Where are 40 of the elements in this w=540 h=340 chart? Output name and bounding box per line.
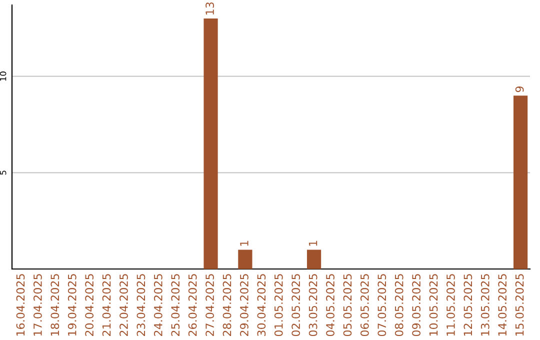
x-tick-label: 20.04.2025 (85, 274, 94, 336)
bar (513, 96, 528, 269)
x-tick-label: 30.04.2025 (257, 274, 266, 336)
x-tick-label: 12.05.2025 (464, 274, 472, 336)
x-tick-label: 22.04.2025 (120, 274, 128, 336)
x-tick-label: 03.05.2025 (308, 274, 318, 336)
x-tick-label: 14.05.2025 (498, 274, 507, 336)
x-tick-label: 15.05.2025 (515, 274, 524, 336)
x-tick-label: 25.04.2025 (171, 274, 180, 336)
data-label: 1 (308, 240, 318, 246)
x-tick-label: 07.05.2025 (378, 274, 386, 336)
bar (306, 250, 322, 269)
x-tick-label: 21.04.2025 (102, 274, 111, 336)
data-label: 9 (515, 86, 524, 92)
x-tick-label: 28.04.2025 (222, 274, 232, 336)
bar (238, 250, 252, 269)
x-tick-label: 04.05.2025 (326, 274, 334, 336)
x-tick-label: 10.05.2025 (429, 274, 438, 336)
x-tick-label: 01.05.2025 (274, 274, 283, 336)
bar (204, 18, 218, 269)
x-tick-label: 27.04.2025 (206, 274, 214, 336)
x-tick-label: 19.04.2025 (68, 274, 76, 336)
x-tick-label: 24.04.2025 (154, 274, 162, 336)
y-tick-label: 10 (0, 72, 6, 81)
x-tick-label: 11.05.2025 (446, 274, 455, 336)
x-tick-label: 26.04.2025 (188, 274, 197, 336)
x-tick-label: 13.05.2025 (480, 274, 490, 336)
x-tick-label: 23.04.2025 (136, 274, 146, 336)
x-tick-label: 09.05.2025 (412, 274, 421, 336)
data-label: 1 (240, 240, 248, 246)
x-tick-label: 29.04.2025 (240, 274, 248, 336)
x-tick-label: 02.05.2025 (292, 274, 300, 336)
x-tick-label: 16.04.2025 (16, 274, 25, 336)
x-tick-label: 18.04.2025 (50, 274, 60, 336)
y-tick-label: 5 (0, 170, 6, 175)
x-tick-label: 08.05.2025 (394, 274, 404, 336)
x-tick-label: 06.05.2025 (360, 274, 369, 336)
data-label: 13 (206, 2, 214, 14)
x-tick-label: 17.04.2025 (33, 274, 42, 336)
x-tick-label: 05.05.2025 (343, 274, 352, 336)
